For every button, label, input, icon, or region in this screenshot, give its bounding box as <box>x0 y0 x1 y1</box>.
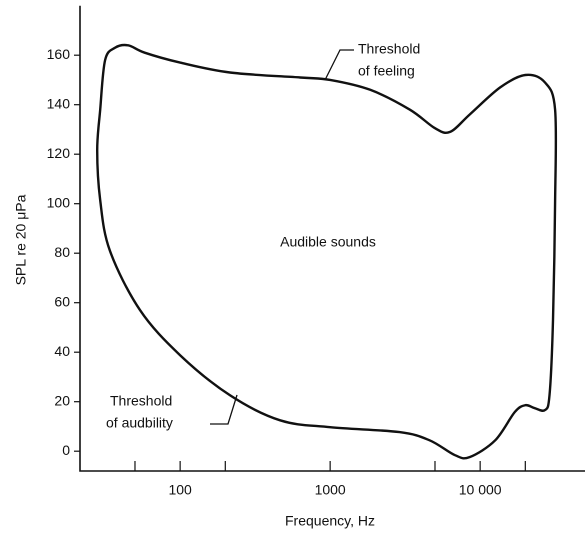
leader-line <box>324 49 354 81</box>
annotation: Audible sounds <box>280 234 376 250</box>
x-tick-label: 10 000 <box>459 482 502 498</box>
x-axis-label: Frequency, Hz <box>285 513 375 529</box>
y-tick-label: 60 <box>54 293 70 309</box>
leader-line <box>210 394 238 425</box>
annotation: of audbility <box>106 415 173 431</box>
x-tick-label: 1000 <box>315 482 346 498</box>
annotation: Threshold <box>358 41 420 57</box>
y-tick-label: 80 <box>54 244 70 260</box>
annotation: of feeling <box>358 63 415 79</box>
y-tick-label: 40 <box>54 343 70 359</box>
y-tick-label: 160 <box>47 46 71 62</box>
x-tick-label: 100 <box>168 482 192 498</box>
y-tick-label: 0 <box>62 442 70 458</box>
y-tick-label: 100 <box>47 194 71 210</box>
threshold-curve <box>95 43 558 460</box>
y-axis-label: SPL re 20 μPa <box>13 194 29 285</box>
y-tick-label: 140 <box>47 95 71 111</box>
annotation: Threshold <box>110 393 172 409</box>
y-tick-label: 120 <box>47 145 71 161</box>
axes <box>79 5 585 472</box>
y-tick-label: 20 <box>54 392 70 408</box>
